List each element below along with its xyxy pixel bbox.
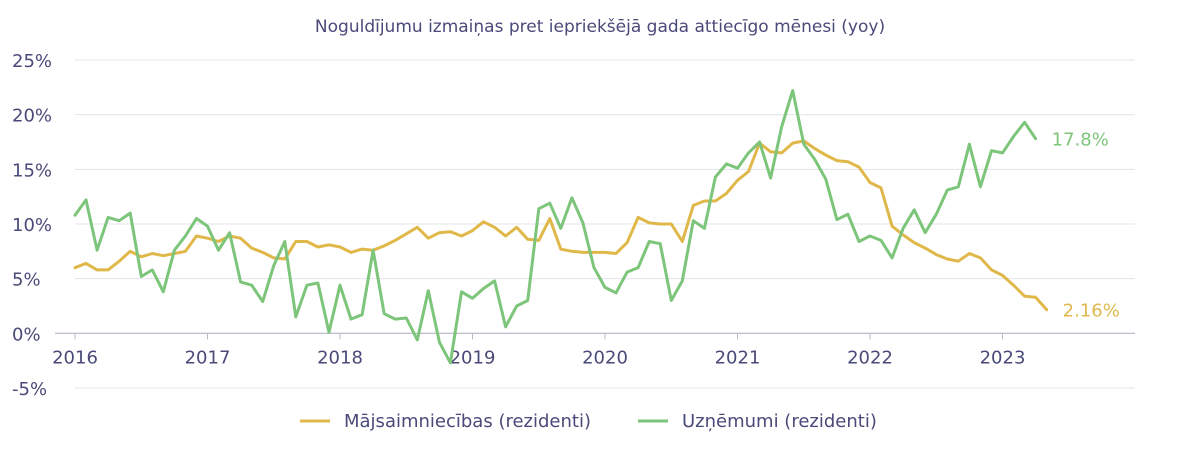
x-axis-ticks: 2016 2017 2018 2019 2020 2021 2022 2023 bbox=[52, 333, 1025, 368]
x-tick-label: 2023 bbox=[980, 347, 1026, 368]
y-tick-label: 15% bbox=[12, 160, 52, 181]
legend-label: Uzņēmumi (rezidenti) bbox=[682, 411, 877, 432]
x-tick-label: 2022 bbox=[847, 347, 893, 368]
x-tick-label: 2020 bbox=[582, 347, 628, 368]
series-end-label: 17.8% bbox=[1052, 130, 1109, 151]
x-tick-label: 2017 bbox=[185, 347, 231, 368]
legend-label: Mājsaimniecības (rezidenti) bbox=[344, 411, 591, 432]
series-lines bbox=[73, 89, 1049, 365]
end-labels: 2.16% 17.8% bbox=[1052, 130, 1120, 322]
y-axis-ticks: -5% 0% 5% 10% 15% 20% 25% bbox=[12, 51, 52, 400]
y-tick-label: -5% bbox=[12, 379, 47, 400]
series-line-1 bbox=[73, 139, 1049, 312]
y-tick-label: 25% bbox=[12, 51, 52, 72]
y-tick-label: 20% bbox=[12, 106, 52, 127]
x-tick-label: 2016 bbox=[52, 347, 98, 368]
y-tick-label: 10% bbox=[12, 215, 52, 236]
x-tick-label: 2018 bbox=[317, 347, 363, 368]
y-tick-label: 5% bbox=[12, 270, 41, 291]
series-end-label: 2.16% bbox=[1063, 301, 1120, 322]
gridlines bbox=[55, 59, 1135, 389]
x-tick-label: 2019 bbox=[450, 347, 496, 368]
legend: Mājsaimniecības (rezidenti) Uzņēmumi (rez… bbox=[300, 411, 877, 432]
x-tick-label: 2021 bbox=[715, 347, 761, 368]
y-tick-label: 0% bbox=[12, 324, 41, 345]
series-line-2 bbox=[73, 89, 1038, 365]
chart-title: Noguldījumu izmaiņas pret iepriekšējā ga… bbox=[315, 17, 885, 37]
